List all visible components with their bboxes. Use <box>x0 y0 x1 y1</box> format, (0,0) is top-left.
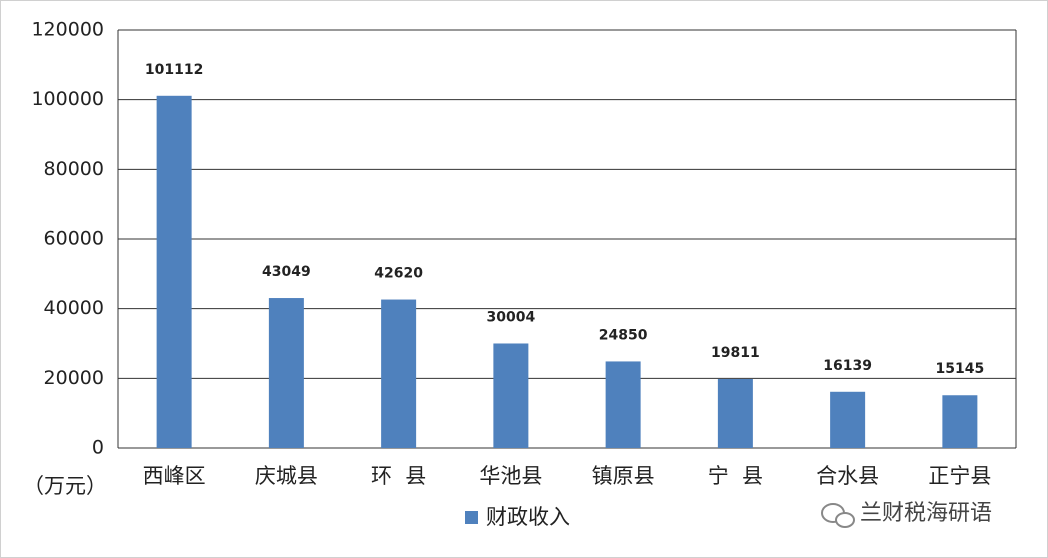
value-label: 43049 <box>262 264 311 280</box>
y-tick-label: 100000 <box>31 88 104 110</box>
value-label: 42620 <box>374 266 423 282</box>
bar <box>381 299 417 448</box>
y-tick-label: 0 <box>92 437 104 459</box>
value-label: 30004 <box>487 309 536 325</box>
x-tick-label: 西峰区 <box>143 464 206 488</box>
watermark-icon <box>835 512 855 528</box>
bar <box>942 395 978 448</box>
x-tick-label: 镇原县 <box>592 464 655 488</box>
value-label: 16139 <box>823 358 872 374</box>
y-tick-label: 120000 <box>31 19 104 41</box>
x-tick-label: 宁 县 <box>708 464 763 488</box>
y-tick-label: 80000 <box>44 158 104 180</box>
value-label: 101112 <box>145 62 203 78</box>
watermark: 兰财税海研语 <box>821 501 992 528</box>
bar <box>493 343 529 448</box>
y-axis-label: （万元） <box>23 474 107 498</box>
bar <box>268 298 304 448</box>
watermark-text: 兰财税海研语 <box>860 501 992 526</box>
x-tick-label: 正宁县 <box>928 464 991 488</box>
bar <box>717 378 753 448</box>
value-label: 15145 <box>936 361 985 377</box>
x-tick-label: 华池县 <box>479 464 542 488</box>
bar <box>605 361 641 448</box>
bar <box>830 391 866 448</box>
bar <box>156 95 192 448</box>
x-tick-label: 环 县 <box>371 464 426 488</box>
value-label: 19811 <box>711 345 760 361</box>
x-tick-label: 庆城县 <box>255 464 318 488</box>
y-tick-label: 20000 <box>44 367 104 389</box>
value-label: 24850 <box>599 327 648 343</box>
legend-label: 财政收入 <box>486 505 570 529</box>
y-tick-label: 60000 <box>44 228 104 250</box>
y-tick-label: 40000 <box>44 297 104 319</box>
x-tick-label: 合水县 <box>816 464 879 488</box>
legend-swatch <box>465 511 478 524</box>
